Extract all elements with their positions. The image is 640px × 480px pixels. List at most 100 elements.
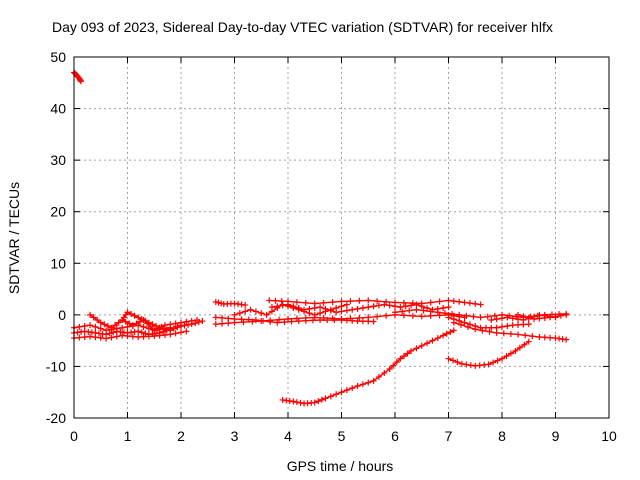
series-base-3	[87, 309, 184, 334]
data-point	[507, 330, 514, 337]
data-point	[488, 324, 495, 331]
data-point	[450, 298, 457, 305]
data-series	[71, 69, 570, 407]
data-point	[563, 336, 570, 343]
data-point	[231, 311, 238, 318]
data-point	[402, 303, 409, 310]
data-point	[354, 305, 361, 312]
series-late-3	[450, 319, 570, 343]
data-point	[140, 333, 147, 340]
y-tick-label: 0	[58, 307, 66, 323]
data-point	[420, 307, 427, 314]
data-point	[90, 314, 97, 321]
data-point	[499, 315, 505, 322]
data-point	[406, 307, 413, 314]
data-point	[449, 310, 456, 317]
y-tick-label: 20	[50, 204, 66, 220]
data-point	[106, 330, 113, 337]
data-point	[92, 323, 99, 330]
data-point	[477, 301, 484, 308]
data-point	[167, 331, 174, 338]
data-point	[472, 300, 479, 307]
data-point	[463, 361, 470, 368]
data-point	[161, 322, 168, 329]
data-point	[349, 306, 356, 313]
data-point	[317, 310, 324, 317]
data-point	[375, 302, 382, 309]
y-tick-label: 10	[50, 255, 66, 271]
x-tick-label: 8	[498, 428, 506, 444]
data-point	[493, 329, 500, 336]
data-point	[178, 319, 184, 326]
data-point	[467, 362, 474, 369]
data-point	[274, 303, 281, 310]
data-point	[516, 344, 523, 351]
data-point	[97, 319, 104, 326]
data-point	[329, 299, 336, 306]
data-point	[427, 299, 434, 306]
data-point	[529, 333, 536, 340]
data-point	[443, 330, 450, 337]
data-point	[461, 319, 468, 326]
data-point	[424, 340, 431, 347]
series-dip	[279, 327, 457, 407]
data-point	[445, 297, 452, 304]
data-point	[108, 324, 115, 331]
data-point	[225, 320, 232, 327]
data-point	[172, 320, 179, 327]
data-point	[218, 300, 225, 307]
data-point	[440, 332, 447, 339]
data-point	[449, 357, 456, 364]
data-point	[242, 302, 249, 309]
data-point	[333, 391, 340, 398]
data-point	[104, 323, 111, 330]
data-point	[163, 326, 170, 333]
x-tick-label: 3	[231, 428, 239, 444]
data-point	[392, 303, 398, 310]
data-point	[365, 304, 372, 311]
data-point	[290, 398, 297, 405]
grid	[74, 57, 609, 418]
data-point	[320, 314, 327, 321]
data-point	[493, 316, 500, 323]
data-point	[374, 313, 381, 320]
data-point	[418, 313, 425, 320]
data-point	[400, 312, 407, 319]
data-point	[381, 369, 388, 376]
data-point	[320, 299, 327, 306]
data-point	[541, 312, 548, 319]
data-point	[81, 323, 88, 330]
data-point	[375, 373, 382, 380]
data-point	[486, 328, 493, 335]
data-point	[343, 301, 350, 308]
data-point	[192, 320, 199, 327]
data-point	[359, 381, 366, 388]
data-point	[374, 298, 381, 305]
data-point	[456, 298, 463, 305]
data-point	[413, 345, 420, 352]
data-point	[133, 320, 140, 327]
data-point	[399, 308, 406, 315]
data-point	[343, 307, 350, 314]
data-point	[338, 308, 345, 315]
x-tick-label: 2	[177, 428, 185, 444]
data-point	[124, 309, 131, 316]
data-point	[297, 399, 304, 406]
data-point	[456, 311, 463, 318]
data-point	[128, 310, 135, 317]
data-point	[138, 329, 145, 336]
data-point	[477, 314, 484, 321]
data-point	[172, 330, 179, 337]
data-point	[445, 314, 452, 321]
data-point	[541, 334, 548, 341]
data-point	[458, 360, 465, 367]
data-point	[500, 330, 507, 337]
x-tick-label: 10	[601, 428, 617, 444]
data-point	[370, 377, 377, 384]
data-point	[301, 306, 308, 313]
data-point	[347, 298, 354, 305]
data-point	[392, 309, 398, 316]
data-point	[140, 323, 147, 330]
data-point	[252, 308, 259, 315]
data-point	[268, 304, 275, 311]
